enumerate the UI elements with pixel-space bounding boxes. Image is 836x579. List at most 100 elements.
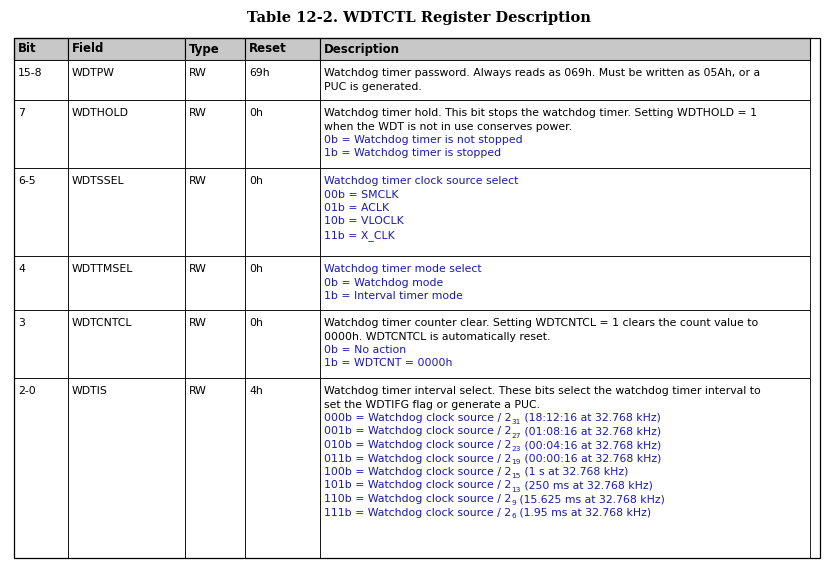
Text: Reset: Reset xyxy=(248,42,287,56)
Text: 010b = Watchdog clock source / 2: 010b = Watchdog clock source / 2 xyxy=(324,440,511,450)
Text: Type: Type xyxy=(189,42,220,56)
Text: (00:00:16 at 32.768 kHz): (00:00:16 at 32.768 kHz) xyxy=(520,453,660,464)
Bar xyxy=(14,310,68,378)
Text: 0000h. WDTCNTCL is automatically reset.: 0000h. WDTCNTCL is automatically reset. xyxy=(324,332,550,342)
Text: RW: RW xyxy=(189,176,206,186)
Text: 0b = No action: 0b = No action xyxy=(324,345,405,355)
Text: 7: 7 xyxy=(18,108,25,118)
Bar xyxy=(185,256,245,310)
Text: 0b = Watchdog mode: 0b = Watchdog mode xyxy=(324,277,443,288)
Text: (1 s at 32.768 kHz): (1 s at 32.768 kHz) xyxy=(520,467,627,477)
Text: 2-0: 2-0 xyxy=(18,386,36,396)
Bar xyxy=(14,38,68,60)
Text: 9: 9 xyxy=(511,500,515,506)
Bar xyxy=(68,38,185,60)
Bar xyxy=(185,100,245,168)
Text: 6: 6 xyxy=(511,514,515,519)
Text: set the WDTIFG flag or generate a PUC.: set the WDTIFG flag or generate a PUC. xyxy=(324,400,539,409)
Bar xyxy=(245,378,319,558)
Text: Description: Description xyxy=(324,42,400,56)
Bar xyxy=(185,38,245,60)
Text: (250 ms at 32.768 kHz): (250 ms at 32.768 kHz) xyxy=(520,481,652,490)
Bar xyxy=(68,310,185,378)
Text: Watchdog timer interval select. These bits select the watchdog timer interval to: Watchdog timer interval select. These bi… xyxy=(324,386,760,396)
Bar xyxy=(245,256,319,310)
Bar xyxy=(14,256,68,310)
Bar xyxy=(245,60,319,100)
Bar xyxy=(185,310,245,378)
Text: 0h: 0h xyxy=(248,318,263,328)
Text: WDTTMSEL: WDTTMSEL xyxy=(72,264,133,274)
Bar xyxy=(319,60,809,100)
Text: 11b = X_CLK: 11b = X_CLK xyxy=(324,230,395,241)
Text: when the WDT is not in use conserves power.: when the WDT is not in use conserves pow… xyxy=(324,122,571,131)
Bar xyxy=(245,38,319,60)
Text: 4h: 4h xyxy=(248,386,263,396)
Text: (00:04:16 at 32.768 kHz): (00:04:16 at 32.768 kHz) xyxy=(520,440,660,450)
Text: 23: 23 xyxy=(511,446,520,452)
Text: 31: 31 xyxy=(511,419,520,425)
Text: 100b = Watchdog clock source / 2: 100b = Watchdog clock source / 2 xyxy=(324,467,511,477)
Bar xyxy=(319,256,809,310)
Text: (18:12:16 at 32.768 kHz): (18:12:16 at 32.768 kHz) xyxy=(520,413,660,423)
Text: 69h: 69h xyxy=(248,68,269,78)
Text: 110b = Watchdog clock source / 2: 110b = Watchdog clock source / 2 xyxy=(324,494,511,504)
Text: PUC is generated.: PUC is generated. xyxy=(324,82,421,91)
Text: Watchdog timer clock source select: Watchdog timer clock source select xyxy=(324,176,517,186)
Text: WDTCNTCL: WDTCNTCL xyxy=(72,318,132,328)
Text: Watchdog timer counter clear. Setting WDTCNTCL = 1 clears the count value to: Watchdog timer counter clear. Setting WD… xyxy=(324,318,757,328)
Text: 1b = Interval timer mode: 1b = Interval timer mode xyxy=(324,291,462,301)
Bar xyxy=(319,310,809,378)
Text: 00b = SMCLK: 00b = SMCLK xyxy=(324,189,398,200)
Text: 0h: 0h xyxy=(248,176,263,186)
Text: (15.625 ms at 32.768 kHz): (15.625 ms at 32.768 kHz) xyxy=(515,494,664,504)
Text: RW: RW xyxy=(189,108,206,118)
Text: 15: 15 xyxy=(511,473,520,479)
Text: 15-8: 15-8 xyxy=(18,68,43,78)
Bar xyxy=(68,100,185,168)
Bar xyxy=(68,256,185,310)
Text: RW: RW xyxy=(189,386,206,396)
Bar xyxy=(14,378,68,558)
Text: 4: 4 xyxy=(18,264,25,274)
Text: Watchdog timer mode select: Watchdog timer mode select xyxy=(324,264,481,274)
Bar xyxy=(185,378,245,558)
Text: WDTPW: WDTPW xyxy=(72,68,115,78)
Bar xyxy=(319,38,809,60)
Text: 10b = VLOCLK: 10b = VLOCLK xyxy=(324,217,403,226)
Bar xyxy=(245,310,319,378)
Bar xyxy=(14,60,68,100)
Text: Watchdog timer password. Always reads as 069h. Must be written as 05Ah, or a: Watchdog timer password. Always reads as… xyxy=(324,68,759,78)
Bar xyxy=(319,100,809,168)
Text: 01b = ACLK: 01b = ACLK xyxy=(324,203,389,213)
Text: (1.95 ms at 32.768 kHz): (1.95 ms at 32.768 kHz) xyxy=(515,508,650,518)
Bar xyxy=(14,38,819,558)
Text: 6-5: 6-5 xyxy=(18,176,36,186)
Text: Watchdog timer hold. This bit stops the watchdog timer. Setting WDTHOLD = 1: Watchdog timer hold. This bit stops the … xyxy=(324,108,756,118)
Bar xyxy=(245,100,319,168)
Bar xyxy=(319,168,809,256)
Bar xyxy=(68,60,185,100)
Text: WDTSSEL: WDTSSEL xyxy=(72,176,125,186)
Bar xyxy=(14,100,68,168)
Bar xyxy=(14,168,68,256)
Text: 011b = Watchdog clock source / 2: 011b = Watchdog clock source / 2 xyxy=(324,453,511,464)
Text: RW: RW xyxy=(189,264,206,274)
Text: 27: 27 xyxy=(511,433,520,438)
Text: 111b = Watchdog clock source / 2: 111b = Watchdog clock source / 2 xyxy=(324,508,511,518)
Text: 0h: 0h xyxy=(248,108,263,118)
Bar xyxy=(319,378,809,558)
Text: 101b = Watchdog clock source / 2: 101b = Watchdog clock source / 2 xyxy=(324,481,511,490)
Text: 13: 13 xyxy=(511,486,520,493)
Bar xyxy=(185,60,245,100)
Text: 0b = Watchdog timer is not stopped: 0b = Watchdog timer is not stopped xyxy=(324,135,522,145)
Text: 1b = Watchdog timer is stopped: 1b = Watchdog timer is stopped xyxy=(324,148,501,159)
Text: 000b = Watchdog clock source / 2: 000b = Watchdog clock source / 2 xyxy=(324,413,511,423)
Text: 001b = Watchdog clock source / 2: 001b = Watchdog clock source / 2 xyxy=(324,427,511,437)
Text: 0h: 0h xyxy=(248,264,263,274)
Bar xyxy=(68,168,185,256)
Text: RW: RW xyxy=(189,318,206,328)
Text: WDTHOLD: WDTHOLD xyxy=(72,108,129,118)
Bar xyxy=(68,378,185,558)
Text: Table 12-2. WDTCTL Register Description: Table 12-2. WDTCTL Register Description xyxy=(247,11,589,25)
